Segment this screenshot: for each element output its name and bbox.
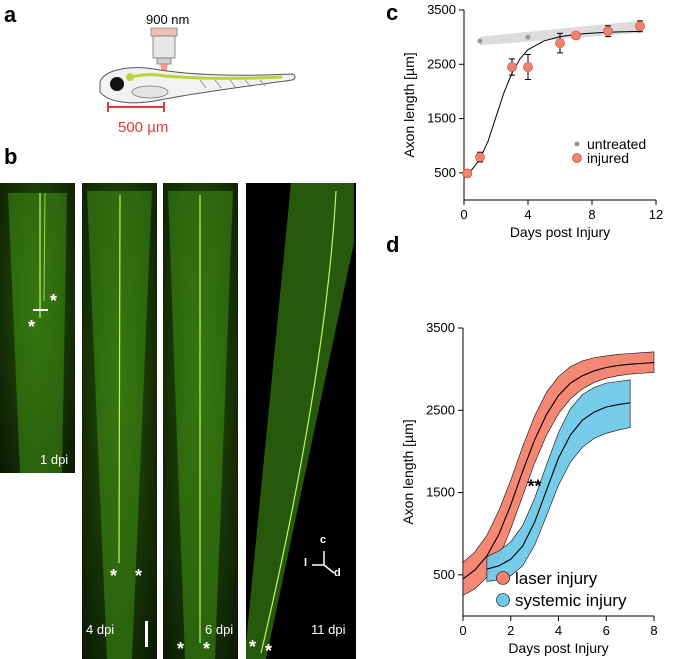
scale-bar-label: 500 µm [118, 119, 168, 136]
objective-lens-body [152, 35, 176, 59]
micrograph-4dpi-drawing [87, 191, 152, 659]
mean-curve-systemic [486, 402, 631, 570]
timepoint-label: 11 dpi [311, 622, 346, 637]
micrograph-4dpi: * * 4 dpi [82, 183, 157, 659]
data-point-injured [523, 62, 533, 72]
injury-asterisk: * [203, 639, 211, 659]
legend-marker-systemic [496, 593, 510, 607]
zebrafish-laser-schematic: 900 nm 500 µm [99, 12, 296, 136]
laser-wavelength-label: 900 nm [146, 12, 189, 27]
confidence-band-systemic [486, 379, 631, 582]
legend-label-injured: injured [587, 150, 629, 166]
y-tick-label: 1500 [426, 485, 455, 500]
legend-marker-laser [496, 571, 510, 585]
data-point-untreated [477, 38, 483, 44]
x-tick-label: 8 [588, 207, 595, 222]
micrograph-6dpi: * * 6 dpi [163, 183, 238, 659]
x-axis-label: Days post Injury [508, 640, 608, 656]
y-tick-label: 3500 [427, 2, 456, 17]
data-point-injured [507, 62, 517, 72]
legend-marker-untreated [574, 141, 580, 147]
zebrafish-yolk [131, 85, 169, 99]
mean-curve-laser [462, 362, 655, 580]
data-point-injured [635, 21, 645, 32]
panel-label-d: d [386, 232, 400, 257]
timepoint-label: 1 dpi [40, 452, 69, 467]
axon-4dpi [118, 194, 121, 564]
objective-lens-tip [156, 57, 172, 65]
data-point-injured [555, 38, 565, 49]
fit-curve [463, 30, 641, 175]
injury-asterisk: * [110, 566, 118, 586]
objective-lens-top [150, 27, 178, 37]
panel-label-c: c [386, 0, 399, 25]
timepoint-label: 4 dpi [86, 622, 115, 637]
legend-marker-injured [572, 153, 582, 163]
injury-asterisk: * [249, 637, 257, 657]
y-tick-label: 2500 [427, 56, 456, 71]
axis-arrow-d [323, 564, 335, 574]
micrograph-6dpi-drawing [168, 191, 233, 659]
data-point-injured [462, 168, 473, 179]
x-tick-label: 8 [650, 623, 657, 638]
panel-label-b: b [4, 144, 18, 169]
axis-label-d: d [334, 567, 341, 579]
micrograph-11dpi-drawing [246, 183, 354, 659]
x-tick-label: 6 [603, 623, 610, 638]
y-tick-label: 2500 [426, 402, 455, 417]
x-tick-label: 0 [459, 623, 466, 638]
data-point-untreated [525, 34, 531, 40]
x-axis-label: Days post Injury [510, 224, 610, 240]
chart-axon-length-d: 0 2 4 6 8 500 1500 2500 3500 Days post Injury Axon… [400, 320, 658, 656]
data-point-injured [603, 26, 613, 37]
ganglion [126, 73, 134, 81]
injury-asterisk: * [28, 317, 36, 337]
injury-asterisk: * [50, 291, 58, 311]
y-tick-label: 1500 [427, 111, 456, 126]
micrograph-1dpi-drawing [8, 192, 67, 473]
y-axis-label: Axon length [µm] [401, 52, 417, 157]
legend-label-laser: laser injury [515, 569, 598, 588]
axon-11dpi [260, 190, 337, 654]
legend-label-systemic: systemic injury [515, 591, 627, 610]
x-tick-label: 4 [524, 207, 531, 222]
confidence-band-laser [462, 351, 655, 596]
injury-asterisk: * [177, 639, 185, 659]
y-tick-label: 3500 [426, 320, 455, 335]
lateral-line-axon [127, 73, 283, 80]
micrograph-11dpi: c l d * * 11 dpi [246, 183, 356, 659]
y-tick-label: 500 [434, 165, 456, 180]
fin-lines [199, 79, 266, 89]
zebrafish-body [99, 67, 296, 104]
micrograph-1dpi: * * 1 dpi [0, 183, 75, 473]
injury-asterisk: * [135, 566, 143, 586]
x-tick-label: 0 [460, 207, 467, 222]
zebrafish-eye [110, 77, 124, 91]
significance-annotation: ** [527, 477, 541, 497]
x-tick-label: 2 [507, 623, 514, 638]
data-point-injured [571, 30, 581, 41]
data-point-injured [475, 152, 485, 163]
chart-axon-length-c: 0 4 8 12 500 1500 2500 3500 Days post Injury Axon… [401, 2, 663, 240]
injury-asterisk: * [265, 641, 273, 659]
y-tick-label: 500 [433, 567, 455, 582]
panel-label-a: a [4, 2, 17, 27]
timepoint-label: 6 dpi [205, 622, 234, 637]
x-tick-label: 4 [555, 623, 562, 638]
micrograph-scale-bar [145, 621, 148, 647]
axis-label-l: l [304, 557, 308, 569]
axis-label-c: c [320, 534, 327, 546]
tissue [246, 183, 354, 659]
legend-label-untreated: untreated [587, 136, 646, 152]
tissue [8, 193, 67, 473]
y-axis-label: Axon length [µm] [400, 419, 416, 524]
axon-1dpi-right [43, 192, 46, 302]
x-tick-label: 12 [649, 207, 663, 222]
